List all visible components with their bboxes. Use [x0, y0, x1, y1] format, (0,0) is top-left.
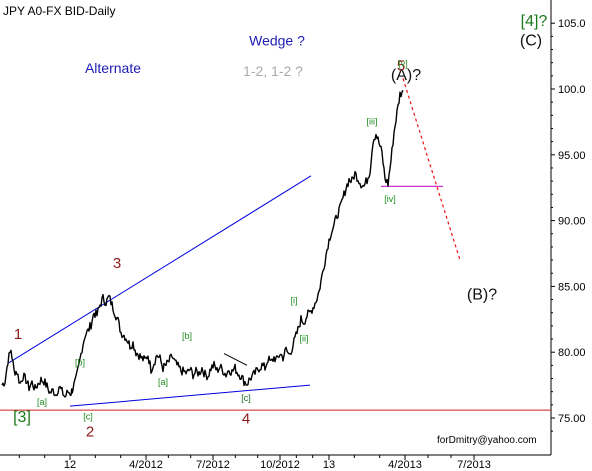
- wave-label-minor: [c]: [241, 393, 251, 403]
- wave-label-cycle: [3]: [13, 409, 31, 426]
- wave-label-minor: [iv]: [384, 194, 396, 204]
- minor-trend-line: [223, 353, 248, 366]
- wave-label-intermediate: 4: [242, 410, 250, 427]
- price-series: [1, 89, 404, 398]
- wave-label-intermediate: 1: [14, 326, 22, 343]
- projection-line: [402, 78, 461, 261]
- trendlines: [0, 78, 551, 411]
- wave-label-minor: [i]: [290, 296, 297, 306]
- x-tick-label: 13: [323, 459, 335, 471]
- y-tick-label: 95.00: [558, 150, 586, 162]
- x-tick-label: 4/2012: [129, 459, 163, 471]
- wedge-upper-line: [8, 175, 312, 364]
- annotation-text: Alternate: [85, 60, 141, 76]
- price-line: [1, 89, 404, 398]
- wave-label-minor: [b]: [182, 331, 192, 341]
- annotation-text: Wedge ?: [249, 33, 305, 49]
- wave-label-minor: [a]: [158, 377, 168, 387]
- x-tick-label: 12: [64, 459, 76, 471]
- x-tick-label: 7/2013: [457, 459, 491, 471]
- x-tick-label: 4/2013: [388, 459, 422, 471]
- x-tick-label: 7/2012: [196, 459, 230, 471]
- y-tick-label: 75.00: [558, 413, 586, 425]
- annotation-text: 1-2, 1-2 ?: [243, 63, 303, 79]
- chart-title: JPY A0-FX BID-Daily: [3, 4, 115, 18]
- wave-label-cycle: [4]?: [521, 13, 548, 30]
- y-tick-label: 100.0: [558, 84, 586, 96]
- y-tick-label: 80.00: [558, 347, 586, 359]
- x-tick-label: 10/2012: [260, 459, 300, 471]
- wave-label-intermediate: 2: [86, 423, 94, 440]
- wave-label-primary: (C): [520, 33, 542, 50]
- wedge-lower-line: [69, 384, 311, 407]
- wave-label-primary: (B)?: [467, 287, 497, 304]
- wave-label-minor: [iii]: [367, 117, 378, 127]
- y-tick-label: 90.00: [558, 216, 586, 228]
- wave-label-primary: (A)?: [391, 67, 421, 84]
- wave-labels: (A)? (C) (B)? 1 2 3 4 5 [3] [4]? [a] [b] [c] [b] [a] [i…: [13, 13, 547, 441]
- wave-label-minor: [ii]: [300, 334, 309, 344]
- x-axis-ticks: 12 4/2012 7/2012 10/2012 13 4/2013 7/2013: [18, 455, 491, 471]
- watermark: forDmitry@yahoo.com: [437, 435, 537, 446]
- wave-label-intermediate: 3: [113, 255, 121, 272]
- wave-label-minor: [b]: [75, 357, 85, 367]
- wave-label-minor: [c]: [83, 411, 93, 421]
- y-axis-ticks: 75.00 80.00 85.00 90.00 95.00 100.0 105.0: [551, 18, 586, 432]
- wave-label-minor: [v]: [398, 59, 408, 69]
- y-tick-label: 105.0: [558, 18, 586, 30]
- wave-label-minor: [a]: [37, 397, 47, 407]
- y-tick-label: 85.00: [558, 281, 586, 293]
- wave-label-intermediate: 5: [397, 58, 405, 75]
